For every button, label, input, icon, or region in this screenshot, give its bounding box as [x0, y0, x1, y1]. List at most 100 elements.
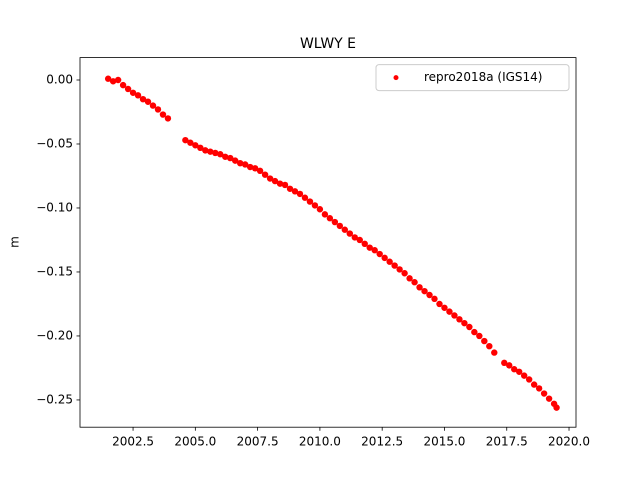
data-point: [321, 211, 329, 218]
data-point: [426, 291, 433, 299]
x-tick-label: 2005.0: [174, 435, 216, 449]
data-point: [232, 157, 239, 164]
data-point: [256, 167, 264, 175]
data-point: [406, 275, 413, 282]
data-point: [222, 153, 229, 160]
data-point: [361, 240, 368, 248]
data-point: [139, 95, 147, 103]
x-tick-label: 2002.5: [112, 435, 154, 449]
data-point: [356, 236, 363, 244]
data-point: [431, 295, 438, 303]
data-point: [144, 98, 152, 105]
data-point: [386, 258, 393, 265]
data-point: [336, 222, 344, 230]
data-point: [346, 230, 353, 237]
data-point: [486, 342, 493, 350]
data-point: [381, 254, 388, 262]
data-point: [516, 368, 523, 375]
data-point: [451, 312, 458, 319]
data-point: [301, 194, 309, 201]
data-point: [511, 366, 518, 373]
data-point: [456, 316, 463, 323]
data-point: [306, 198, 314, 205]
data-point: [202, 147, 209, 154]
data-point: [182, 136, 189, 144]
plot-frame: [79, 57, 577, 428]
data-point: [436, 300, 443, 308]
data-point: [241, 161, 249, 168]
data-point: [341, 226, 349, 233]
legend-box: [375, 64, 570, 92]
data-point: [416, 284, 423, 291]
data-point: [124, 85, 132, 93]
data-point: [371, 247, 378, 254]
data-point: [446, 308, 453, 315]
data-point: [540, 390, 548, 397]
data-point: [326, 215, 334, 222]
data-point: [471, 328, 478, 336]
y-tick-label: −0.10: [36, 200, 73, 214]
data-point: [506, 362, 513, 369]
chart-title: WLWY E: [300, 36, 356, 52]
data-point: [396, 266, 403, 273]
data-point: [236, 159, 244, 167]
data-point: [109, 78, 117, 85]
data-point: [351, 234, 358, 241]
data-point: [530, 381, 538, 388]
data-point: [476, 332, 483, 340]
data-point: [227, 154, 234, 162]
data-point: [461, 319, 468, 327]
data-point: [535, 385, 543, 392]
data-point: [164, 115, 172, 122]
data-point: [154, 106, 162, 113]
y-tick-label: −0.15: [36, 264, 73, 278]
x-tick-label: 2012.5: [361, 435, 403, 449]
data-point: [159, 111, 167, 118]
data-point: [411, 279, 418, 286]
data-point: [104, 75, 112, 82]
x-tick-label: 2017.5: [486, 435, 528, 449]
data-point: [525, 376, 533, 383]
legend-marker: [393, 75, 399, 81]
data-point: [466, 323, 473, 331]
data-point: [491, 349, 498, 356]
data-point: [261, 171, 269, 178]
data-point: [291, 188, 299, 195]
data-point: [481, 337, 488, 345]
data-point: [311, 202, 319, 209]
data-point: [271, 177, 279, 185]
data-point: [251, 165, 259, 172]
data-point: [501, 359, 508, 367]
data-point: [401, 270, 408, 277]
legend-label: repro2018a (IGS14): [424, 70, 542, 84]
x-tick-label: 2007.5: [237, 435, 279, 449]
x-tick-label: 2010.0: [299, 435, 341, 449]
data-point: [366, 244, 373, 251]
data-point: [217, 151, 224, 158]
x-tick-label: 2015.0: [423, 435, 465, 449]
data-point: [129, 89, 137, 96]
data-point: [207, 148, 214, 155]
data-point: [276, 180, 284, 187]
data-point: [545, 395, 553, 402]
data-point: [421, 287, 428, 295]
data-point: [296, 190, 304, 198]
x-tick-label: 2020.0: [548, 435, 590, 449]
data-point: [316, 206, 324, 213]
data-point: [114, 76, 122, 84]
data-point: [376, 250, 383, 258]
data-point: [187, 139, 194, 146]
data-point: [197, 144, 204, 152]
data-point: [281, 181, 289, 189]
data-point: [331, 218, 339, 226]
data-point: [520, 372, 528, 379]
data-point: [212, 149, 219, 157]
data-point: [266, 175, 274, 182]
data-point: [286, 185, 294, 192]
y-tick-label: −0.05: [36, 136, 73, 150]
data-point: [134, 92, 142, 99]
data-point: [192, 142, 199, 149]
data-point: [441, 304, 448, 311]
y-tick-label: −0.25: [36, 392, 73, 406]
